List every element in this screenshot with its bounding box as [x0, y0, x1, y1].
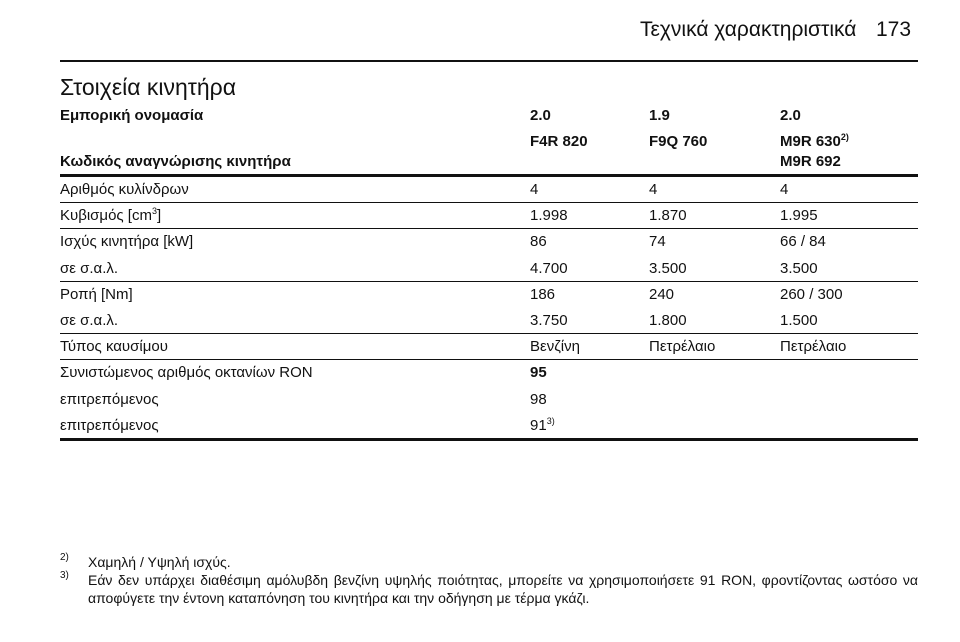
table-cell: 74	[649, 233, 666, 251]
header-rule	[60, 60, 918, 62]
table-cell: 4	[649, 181, 658, 198]
table-cell: 4	[530, 181, 539, 198]
table-cell: F9Q 760	[649, 133, 708, 150]
row-rule	[60, 359, 918, 360]
footnote: 2) Χαμηλή / Υψηλή ισχύς.	[60, 552, 918, 571]
table-cell: 1.500	[780, 312, 818, 329]
table-cell: Πετρέλαιο	[649, 338, 716, 356]
table-cell: 1.870	[649, 207, 687, 225]
section-header: Τεχνικά χαρακτηριστικά	[640, 18, 857, 41]
footnote-mark: 3)	[60, 570, 69, 581]
table-cell: 66 / 84	[780, 233, 826, 251]
table-cell: 913)	[530, 416, 555, 436]
table-cell: F4R 820	[530, 133, 588, 150]
table-cell: 186	[530, 285, 556, 303]
table-cell: Βενζίνη	[530, 338, 580, 356]
table-cell: 240	[649, 285, 675, 303]
table-cell: 86	[530, 233, 547, 251]
table-cell: Κωδικός αναγνώρισης κινητήρα	[60, 153, 291, 170]
row-rule	[60, 228, 918, 229]
table-cell: 3.750	[530, 312, 568, 329]
cell-text: 91	[530, 416, 547, 434]
table-cell: 1.800	[649, 312, 687, 329]
table-cell: Εμπορική ονομασία	[60, 107, 204, 124]
table-cell: Τύπος καυσίμου	[60, 338, 168, 356]
table-cell: M9R 692	[780, 153, 841, 170]
table-cell: Συνιστώμενος αριθμός οκτανίων RON	[60, 364, 313, 382]
page-number: 173	[876, 18, 912, 41]
table-cell: σε σ.α.λ.	[60, 259, 119, 277]
table-cell: 1.9	[649, 107, 670, 124]
table-cell: 4.700	[530, 259, 568, 277]
table-cell: Ροπή [Nm]	[60, 285, 133, 303]
row-rule	[60, 202, 918, 203]
thick-rule	[60, 438, 918, 441]
superscript: 3)	[546, 415, 555, 426]
table-cell: 1.998	[530, 207, 568, 225]
section-title: Στοιχεία κινητήρα	[60, 74, 237, 100]
table-cell: 2.0	[530, 107, 551, 124]
table-cell: M9R 6302)	[780, 132, 849, 152]
cell-text: ]	[157, 207, 162, 225]
cell-text: M9R 630	[780, 133, 841, 150]
footnote: 3) Εάν δεν υπάρχει διαθέσιμη αμόλυβδη βεν…	[60, 570, 918, 607]
table-cell: επιτρεπόμενος	[60, 416, 159, 434]
footnote-text: Χαμηλή / Υψηλή ισχύς.	[88, 554, 231, 570]
superscript: 3	[151, 206, 157, 217]
table-cell: Κυβισμός [cm3]	[60, 206, 161, 226]
table-cell: Ισχύς κινητήρα [kW]	[60, 233, 194, 251]
table-cell: 1.995	[780, 207, 818, 225]
table-cell: 3.500	[780, 259, 818, 277]
table-cell: 2.0	[780, 107, 801, 124]
superscript: 2)	[840, 132, 849, 142]
table-cell: Αριθμός κυλίνδρων	[60, 181, 189, 198]
table-cell: Πετρέλαιο	[780, 338, 847, 356]
footnote-text: Εάν δεν υπάρχει διαθέσιμη αμόλυβδη βενζί…	[88, 572, 918, 606]
table-cell: σε σ.α.λ.	[60, 312, 119, 329]
table-cell: 3.500	[649, 259, 687, 277]
thick-rule	[60, 174, 918, 177]
table-cell: επιτρεπόμενος	[60, 390, 159, 408]
footnote-mark: 2)	[60, 552, 69, 563]
table-cell: 95	[530, 364, 547, 382]
row-rule	[60, 281, 918, 282]
row-rule	[60, 333, 918, 334]
table-cell: 98	[530, 390, 547, 408]
cell-text: Κυβισμός [cm	[60, 207, 152, 225]
table-cell: 4	[780, 181, 789, 198]
table-cell: 260 / 300	[780, 285, 843, 303]
